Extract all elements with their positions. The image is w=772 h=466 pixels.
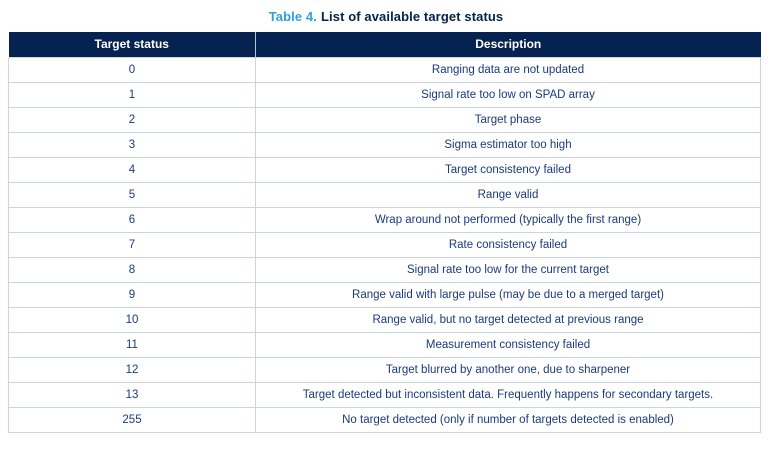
description-cell: Range valid <box>255 181 761 208</box>
description-cell: Sigma estimator too high <box>255 131 761 158</box>
target-status-cell: 4 <box>8 156 256 183</box>
description-cell: Ranging data are not updated <box>255 56 761 83</box>
description-cell: Wrap around not performed (typically the… <box>255 206 761 233</box>
table-row: 7 Rate consistency failed <box>8 231 761 258</box>
target-status-cell: 2 <box>8 106 256 133</box>
table-caption: Table 4. List of available target status <box>0 0 772 24</box>
table-row: 9 Range valid with large pulse (may be d… <box>8 281 761 308</box>
target-status-table: Target status Description 0 Ranging data… <box>8 32 761 433</box>
target-status-cell: 11 <box>8 331 256 358</box>
description-cell: Measurement consistency failed <box>255 331 761 358</box>
target-status-cell: 3 <box>8 131 256 158</box>
target-status-cell: 0 <box>8 56 256 83</box>
description-cell: No target detected (only if number of ta… <box>255 406 761 433</box>
description-cell: Target phase <box>255 106 761 133</box>
table-row: 6 Wrap around not performed (typically t… <box>8 206 761 233</box>
target-status-cell: 12 <box>8 356 256 383</box>
target-status-cell: 13 <box>8 381 256 408</box>
target-status-cell: 5 <box>8 181 256 208</box>
table-row: 0 Ranging data are not updated <box>8 56 761 83</box>
description-cell: Range valid with large pulse (may be due… <box>255 281 761 308</box>
description-cell: Signal rate too low for the current targ… <box>255 256 761 283</box>
target-status-cell: 255 <box>8 406 256 433</box>
description-cell: Target blurred by another one, due to sh… <box>255 356 761 383</box>
description-cell: Target consistency failed <box>255 156 761 183</box>
table-row: 5 Range valid <box>8 181 761 208</box>
table-row: 1 Signal rate too low on SPAD array <box>8 81 761 108</box>
description-cell: Signal rate too low on SPAD array <box>255 81 761 108</box>
table-caption-title: List of available target status <box>320 9 504 24</box>
target-status-cell: 9 <box>8 281 256 308</box>
description-cell: Rate consistency failed <box>255 231 761 258</box>
target-status-cell: 8 <box>8 256 256 283</box>
table-row: 13 Target detected but inconsistent data… <box>8 381 761 408</box>
target-status-cell: 1 <box>8 81 256 108</box>
table-row: 11 Measurement consistency failed <box>8 331 761 358</box>
table-row: 255 No target detected (only if number o… <box>8 406 761 433</box>
table-row: 4 Target consistency failed <box>8 156 761 183</box>
target-status-cell: 10 <box>8 306 256 333</box>
table-row: 12 Target blurred by another one, due to… <box>8 356 761 383</box>
column-header-target-status: Target status <box>8 32 256 57</box>
target-status-cell: 6 <box>8 206 256 233</box>
table-caption-number: Table 4. <box>268 9 317 24</box>
table-row: 3 Sigma estimator too high <box>8 131 761 158</box>
table-row: 10 Range valid, but no target detected a… <box>8 306 761 333</box>
table-header-row: Target status Description <box>8 32 761 57</box>
target-status-cell: 7 <box>8 231 256 258</box>
description-cell: Target detected but inconsistent data. F… <box>255 381 761 408</box>
column-header-description: Description <box>255 32 761 57</box>
description-cell: Range valid, but no target detected at p… <box>255 306 761 333</box>
table-body: 0 Ranging data are not updated 1 Signal … <box>8 56 761 433</box>
table-row: 8 Signal rate too low for the current ta… <box>8 256 761 283</box>
table-row: 2 Target phase <box>8 106 761 133</box>
